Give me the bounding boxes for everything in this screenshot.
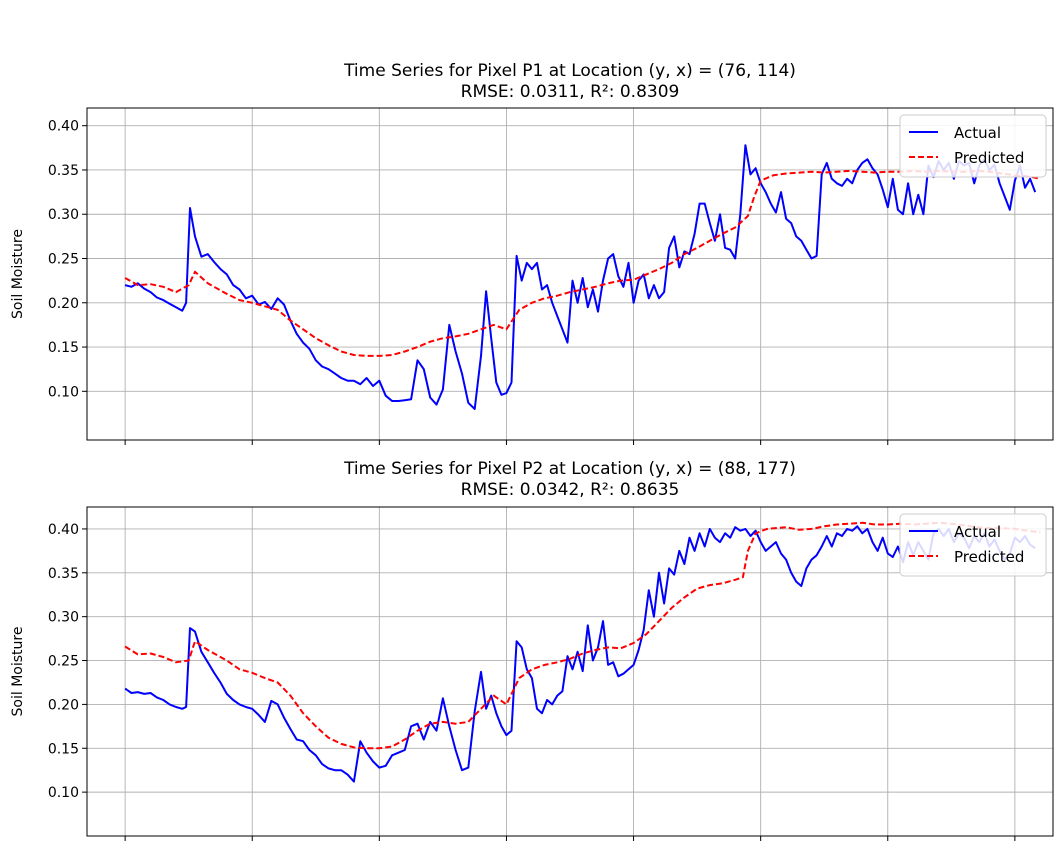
legend-box bbox=[899, 513, 1047, 577]
chart-title: Time Series for Pixel P1 at Location (y,… bbox=[343, 61, 796, 81]
y-tick-label: 0.20 bbox=[48, 697, 79, 713]
y-tick-label: 0.30 bbox=[48, 610, 79, 626]
subplot-p2: Time Series for Pixel P2 at Location (y,… bbox=[10, 459, 1054, 841]
series-line-actual bbox=[124, 144, 1037, 410]
y-tick-label: 0.10 bbox=[48, 384, 79, 400]
legend: Actual Predicted bbox=[899, 114, 1047, 178]
y-tick-label: 0.25 bbox=[48, 252, 79, 268]
y-tick-label: 0.35 bbox=[48, 566, 79, 582]
y-tick-label: 0.35 bbox=[48, 163, 79, 179]
legend-label-predicted: Predicted bbox=[954, 548, 1024, 566]
legend-label-predicted: Predicted bbox=[954, 149, 1024, 167]
y-tick-label: 0.20 bbox=[48, 296, 79, 312]
chart-title: Time Series for Pixel P2 at Location (y,… bbox=[343, 459, 796, 479]
y-tick-label: 0.15 bbox=[48, 340, 79, 356]
legend-label-actual: Actual bbox=[954, 124, 1001, 142]
series-line-actual bbox=[124, 525, 1036, 783]
plot-frame bbox=[86, 506, 1054, 837]
y-tick-label: 0.10 bbox=[48, 785, 79, 801]
legend-box bbox=[899, 114, 1047, 178]
y-axis-label: Soil Moisture bbox=[10, 229, 26, 319]
y-tick-label: 0.40 bbox=[48, 522, 79, 538]
chart-subtitle: RMSE: 0.0342, R²: 0.8635 bbox=[461, 480, 680, 500]
legend: Actual Predicted bbox=[899, 513, 1047, 577]
y-tick-label: 0.30 bbox=[48, 207, 79, 223]
series-line-predicted bbox=[124, 521, 1041, 750]
y-tick-label: 0.25 bbox=[48, 654, 79, 670]
y-tick-label: 0.15 bbox=[48, 741, 79, 757]
subplot-p1: Time Series for Pixel P1 at Location (y,… bbox=[10, 61, 1054, 445]
series-line-predicted bbox=[124, 169, 1041, 357]
legend-label-actual: Actual bbox=[954, 523, 1001, 541]
chart-subtitle: RMSE: 0.0311, R²: 0.8309 bbox=[461, 82, 680, 102]
plot-frame bbox=[86, 107, 1054, 441]
y-tick-label: 0.40 bbox=[48, 119, 79, 135]
y-axis-label: Soil Moisture bbox=[10, 627, 26, 717]
